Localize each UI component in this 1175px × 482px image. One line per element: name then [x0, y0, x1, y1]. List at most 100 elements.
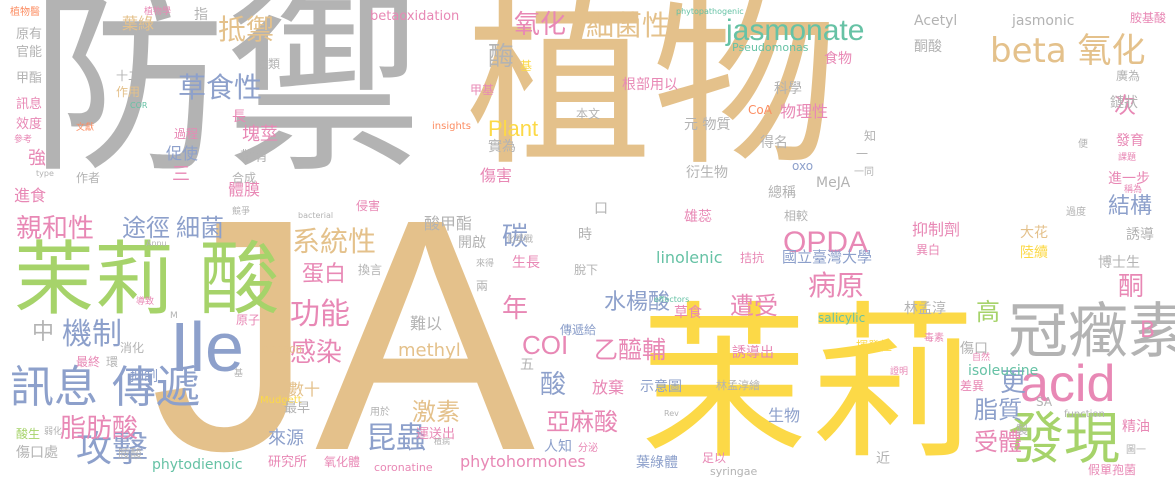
word-rev: Rev	[664, 409, 679, 418]
word-cor: COR	[130, 101, 148, 110]
word-zi-hua: 自然	[972, 353, 991, 363]
word-fa-yu: 發育	[1116, 133, 1144, 149]
word-can-kao: 參考	[14, 135, 33, 145]
word-fen-mi: 分泌	[578, 443, 598, 454]
word-yan-sheng-wu: 衍生物	[686, 165, 728, 181]
word-gong-ji: 攻擊	[76, 429, 149, 470]
word-coa: CoA	[748, 103, 772, 117]
word-dc3000: DC3000	[262, 345, 303, 356]
word-zui-zao: 最早	[284, 401, 311, 416]
word-cao-shi-xing: 草食性	[178, 71, 263, 104]
word-nian: 年	[502, 294, 529, 324]
word-plant: Plant	[488, 116, 539, 141]
word-yang-hua: 氧化	[514, 10, 567, 40]
word-lin-meng-chun-hui: 林孟淳繪	[716, 379, 760, 392]
word-coi: COI	[522, 330, 569, 360]
word-mo-li-suan: 茉莉 酸	[14, 233, 280, 326]
word-yi-zhi-ji: 抑制劑	[912, 220, 961, 239]
word-type: type	[36, 169, 54, 178]
word-dan-bai: 蛋白	[302, 262, 347, 287]
word-ben-wen: 本文	[576, 107, 601, 121]
word-xu-dao-chu: 誘導出	[732, 345, 774, 361]
word-salicylic: salicylic	[818, 311, 866, 325]
word-yuan-zi: 原子	[236, 313, 261, 327]
word-bacterial: bacterial	[298, 211, 334, 220]
word-san: 三	[172, 164, 190, 185]
word-qiang: 強	[28, 148, 46, 169]
word-a: B	[1140, 318, 1156, 343]
word-oxo: oxo	[792, 159, 814, 173]
word-fang-yu: 防禦	[30, 0, 423, 200]
word-zhi-wu-small: 植物醫	[10, 7, 40, 18]
word-methyl: methyl	[398, 340, 461, 361]
word-zuo-zhe: 作者	[76, 171, 101, 185]
word-yi-bai: 異白	[916, 243, 941, 257]
word-geng: 更	[1000, 368, 1027, 398]
word-ye-lu: 葉綠	[122, 14, 155, 33]
word-cu-shi: 促使	[166, 144, 199, 163]
word-ruo-hua: 弱化	[44, 427, 63, 437]
word-acid: acid	[1020, 355, 1116, 413]
word-tong-suan: 酮酸	[914, 39, 942, 55]
word-yuan-you: 原有	[16, 27, 43, 42]
word-xiong-rui: 雄蕊	[684, 209, 712, 225]
word-yi: 一	[856, 147, 869, 161]
word-phytodienoic: phytodienoic	[152, 457, 243, 473]
word-zong-cheng: 總稱	[768, 185, 796, 201]
word-yi-tong: 一同	[854, 167, 874, 178]
word-shui-yang-suan: 水楊酸	[604, 290, 671, 315]
word-gong-neng: 功能	[290, 297, 350, 332]
word-guo-li: 國立臺灣大學	[782, 248, 873, 266]
word-wu-li-xing: 物理性	[780, 102, 829, 121]
word-b: M	[170, 311, 178, 321]
word-shi-wu: 食物	[824, 51, 852, 67]
word-ile: Ile	[170, 308, 244, 386]
word-tong: 酮	[1118, 272, 1145, 302]
word-he-cheng: 合成	[232, 171, 257, 185]
word-gan-ran: 感染	[290, 338, 343, 368]
word-tan: 碳	[502, 222, 529, 252]
word-guang-wei: 廣為	[1116, 69, 1141, 83]
word-ke-xue: 科學	[774, 81, 802, 97]
word-chuan-di-gei: 傳遞給	[560, 323, 597, 337]
word-tuo-xia: 脫下	[574, 263, 599, 277]
word-suan-jia-zhi: 酸甲酯	[424, 214, 473, 233]
word-jasmonate: jasmonate	[726, 14, 865, 47]
word-yang-hua-ti: 氧化體	[324, 455, 361, 469]
word-wu: 五	[520, 357, 534, 373]
word-suan-side: 酸	[540, 370, 567, 400]
word-shang-kou-chu: 傷口處	[16, 445, 58, 461]
word-ji: 基	[520, 59, 533, 73]
word-guan-yan-su: 冠癥素	[1008, 297, 1175, 367]
word-zao-shou: 遭受	[730, 292, 778, 320]
word-di-yu: 抵禦	[218, 13, 275, 46]
word-gao: 高	[976, 298, 1000, 326]
word-shang-hai: 傷害	[480, 166, 513, 185]
word-huan-yan: 換言	[358, 263, 383, 277]
word-liang: 兩	[476, 279, 489, 293]
word-jasmonic: jasmonic	[1012, 13, 1075, 29]
word-kuai-jing: 塊莖	[242, 124, 278, 145]
word-guan-neng: 官能	[16, 45, 43, 60]
word-tu-yi: 圖一	[1126, 445, 1146, 456]
word-phytopathogenic: phytopathogenic	[676, 7, 744, 16]
word-ci: 次	[1114, 94, 1137, 119]
word-bo-shi-sheng: 博士生	[1098, 255, 1140, 271]
word-zhi-fang-suan: 脂肪酸	[60, 414, 139, 444]
word-cao-shi: 草食	[674, 305, 702, 321]
word-xiao-du: 效度	[16, 117, 43, 132]
word-an-ji-suan: 胺基酸	[1130, 11, 1167, 25]
word-fang-qi: 放棄	[592, 378, 625, 397]
word-mudgett: Mudgett	[260, 395, 302, 406]
word-shi-wei: 實為	[488, 139, 516, 155]
word-an-suan: 胺酸	[118, 447, 143, 461]
word-phytohormones: phytohormones	[460, 452, 586, 471]
word-ji-zhi: 機制	[62, 317, 122, 352]
word-jia-ji: 甲基	[470, 83, 495, 97]
word-qin-he-xing: 親和性	[16, 214, 95, 244]
word-zhi: 指	[194, 7, 208, 23]
word-zhi-bing: 植病	[434, 437, 450, 446]
word-zheng-ming: 證明	[890, 367, 909, 377]
word-ye-lu-ti: 葉綠體	[636, 455, 678, 471]
